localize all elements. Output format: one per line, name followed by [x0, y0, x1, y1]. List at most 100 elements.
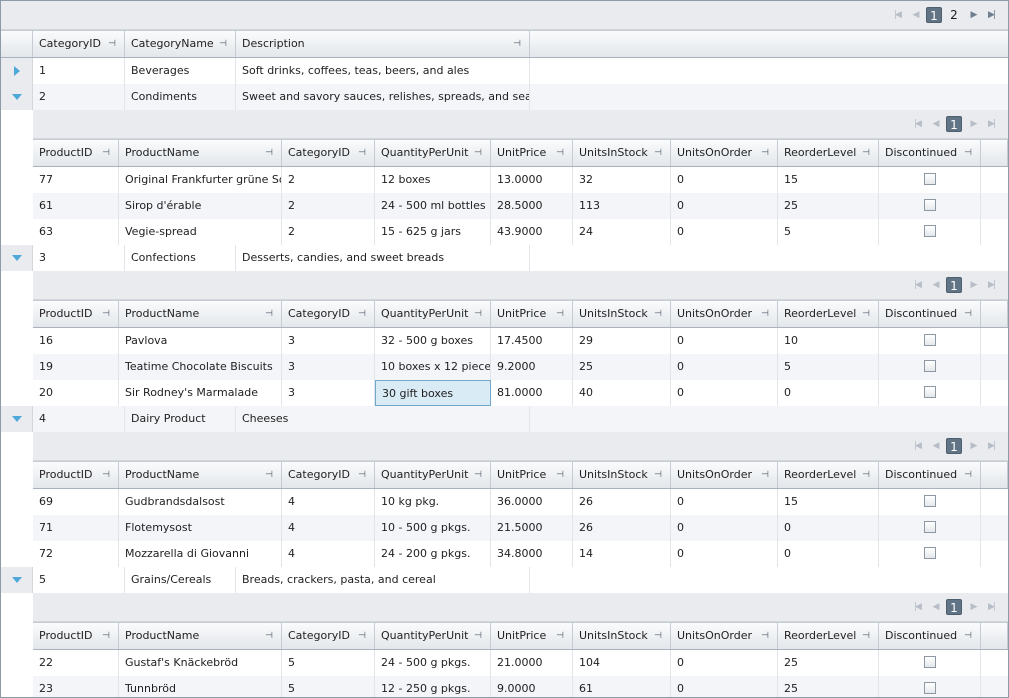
product-categoryid-cell[interactable]: 3 [282, 328, 375, 354]
product-unitprice-cell[interactable]: 17.4500 [491, 328, 573, 354]
column-header-discontinued[interactable]: Discontinued ⊣ [879, 140, 981, 166]
product-unitprice-cell[interactable]: 36.0000 [491, 489, 573, 515]
discontinued-checkbox[interactable] [924, 360, 936, 372]
product-unitprice-cell[interactable]: 9.2000 [491, 354, 573, 380]
category-name-cell[interactable]: Beverages [125, 58, 236, 84]
column-header-unitsonorder[interactable]: UnitsOnOrder ⊣ [671, 140, 778, 166]
product-productname-cell[interactable]: Gustaf's Knäckebröd [119, 650, 282, 676]
next-page-icon[interactable]: ▶ [970, 441, 978, 451]
product-quantityperunit-cell[interactable]: 15 - 625 g jars [375, 219, 491, 245]
product-unitsonorder-cell[interactable]: 0 [671, 354, 778, 380]
product-reorderlevel-cell[interactable]: 0 [778, 541, 879, 567]
prev-page-icon[interactable]: ◀ [912, 10, 920, 20]
product-quantityperunit-cell[interactable]: 30 gift boxes [375, 380, 491, 406]
expand-toggle[interactable] [1, 58, 33, 84]
collapse-toggle[interactable] [1, 406, 33, 432]
pin-icon[interactable]: ⊣ [474, 470, 482, 480]
category-name-cell[interactable]: Confections [125, 245, 236, 271]
column-header-discontinued[interactable]: Discontinued ⊣ [879, 462, 981, 488]
page-number-1[interactable]: 1 [946, 116, 962, 132]
product-unitprice-cell[interactable]: 34.8000 [491, 541, 573, 567]
pin-icon[interactable]: ⊣ [358, 309, 366, 319]
first-page-icon[interactable]: |◀ [914, 602, 922, 612]
pin-icon[interactable]: ⊣ [654, 470, 662, 480]
product-unitsinstock-cell[interactable]: 40 [573, 380, 671, 406]
column-header-reorderlevel[interactable]: ReorderLevel ⊣ [778, 623, 879, 649]
column-header-categoryname[interactable]: CategoryName ⊣ [125, 31, 236, 57]
product-productid-cell[interactable]: 16 [33, 328, 119, 354]
product-discontinued-cell[interactable] [879, 219, 981, 245]
product-categoryid-cell[interactable]: 2 [282, 193, 375, 219]
pin-icon[interactable]: ⊣ [862, 631, 870, 641]
prev-page-icon[interactable]: ◀ [932, 119, 940, 129]
pin-icon[interactable]: ⊣ [474, 309, 482, 319]
product-reorderlevel-cell[interactable]: 15 [778, 167, 879, 193]
product-categoryid-cell[interactable]: 3 [282, 354, 375, 380]
pin-icon[interactable]: ⊣ [761, 148, 769, 158]
product-row[interactable]: 22 Gustaf's Knäckebröd 5 24 - 500 g pkgs. 21… [1, 650, 1008, 676]
category-row[interactable]: 3 Confections Desserts, candies, and sweet… [1, 245, 1008, 271]
product-categoryid-cell[interactable]: 4 [282, 541, 375, 567]
product-unitsonorder-cell[interactable]: 0 [671, 193, 778, 219]
collapse-toggle[interactable] [1, 245, 33, 271]
pin-icon[interactable]: ⊣ [358, 631, 366, 641]
product-unitsonorder-cell[interactable]: 0 [671, 676, 778, 697]
pin-icon[interactable]: ⊣ [513, 39, 521, 49]
column-header-productid[interactable]: ProductID ⊣ [33, 301, 119, 327]
category-id-cell[interactable]: 5 [33, 567, 125, 593]
product-productname-cell[interactable]: Pavlova [119, 328, 282, 354]
pin-icon[interactable]: ⊣ [761, 470, 769, 480]
column-header-unitsinstock[interactable]: UnitsInStock ⊣ [573, 140, 671, 166]
pin-icon[interactable]: ⊣ [556, 470, 564, 480]
column-header-description[interactable]: Description ⊣ [236, 31, 530, 57]
discontinued-checkbox[interactable] [924, 495, 936, 507]
product-productid-cell[interactable]: 63 [33, 219, 119, 245]
prev-page-icon[interactable]: ◀ [932, 602, 940, 612]
product-productname-cell[interactable]: Sirop d'érable [119, 193, 282, 219]
product-row[interactable]: 63 Vegie-spread 2 15 - 625 g jars 43.9000 24 0… [1, 219, 1008, 245]
column-header-productid[interactable]: ProductID ⊣ [33, 140, 119, 166]
first-page-icon[interactable]: |◀ [914, 119, 922, 129]
discontinued-checkbox[interactable] [924, 682, 936, 694]
product-reorderlevel-cell[interactable]: 10 [778, 328, 879, 354]
product-row[interactable]: 77 Original Frankfurter grüne Soße 2 12 box… [1, 167, 1008, 193]
product-productname-cell[interactable]: Flotemysost [119, 515, 282, 541]
next-page-icon[interactable]: ▶ [970, 119, 978, 129]
pin-icon[interactable]: ⊣ [358, 470, 366, 480]
prev-page-icon[interactable]: ◀ [932, 441, 940, 451]
first-page-icon[interactable]: |◀ [914, 441, 922, 451]
discontinued-checkbox[interactable] [924, 547, 936, 559]
category-name-cell[interactable]: Condiments [125, 84, 236, 110]
pin-icon[interactable]: ⊣ [654, 631, 662, 641]
product-row[interactable]: 16 Pavlova 3 32 - 500 g boxes 17.4500 29 0 10 [1, 328, 1008, 354]
column-header-unitsinstock[interactable]: UnitsInStock ⊣ [573, 462, 671, 488]
product-unitprice-cell[interactable]: 21.5000 [491, 515, 573, 541]
product-reorderlevel-cell[interactable]: 15 [778, 489, 879, 515]
first-page-icon[interactable]: |◀ [914, 280, 922, 290]
product-row[interactable]: 69 Gudbrandsdalsost 4 10 kg pkg. 36.0000 26 0 1… [1, 489, 1008, 515]
product-productid-cell[interactable]: 72 [33, 541, 119, 567]
product-quantityperunit-cell[interactable]: 32 - 500 g boxes [375, 328, 491, 354]
product-productname-cell[interactable]: Tunnbröd [119, 676, 282, 697]
category-id-cell[interactable]: 3 [33, 245, 125, 271]
column-header-discontinued[interactable]: Discontinued ⊣ [879, 301, 981, 327]
column-header-unitprice[interactable]: UnitPrice ⊣ [491, 462, 573, 488]
product-productid-cell[interactable]: 77 [33, 167, 119, 193]
pin-icon[interactable]: ⊣ [964, 148, 972, 158]
product-unitsonorder-cell[interactable]: 0 [671, 219, 778, 245]
product-productid-cell[interactable]: 20 [33, 380, 119, 406]
product-quantityperunit-cell[interactable]: 10 boxes x 12 pieces [375, 354, 491, 380]
product-discontinued-cell[interactable] [879, 650, 981, 676]
pin-icon[interactable]: ⊣ [219, 39, 227, 49]
column-header-unitsonorder[interactable]: UnitsOnOrder ⊣ [671, 462, 778, 488]
pin-icon[interactable]: ⊣ [761, 309, 769, 319]
product-categoryid-cell[interactable]: 5 [282, 676, 375, 697]
product-unitsinstock-cell[interactable]: 26 [573, 489, 671, 515]
product-unitsonorder-cell[interactable]: 0 [671, 489, 778, 515]
product-discontinued-cell[interactable] [879, 489, 981, 515]
column-header-quantityperunit[interactable]: QuantityPerUnit ⊣ [375, 140, 491, 166]
product-unitsonorder-cell[interactable]: 0 [671, 380, 778, 406]
pin-icon[interactable]: ⊣ [654, 148, 662, 158]
page-number-1[interactable]: 1 [926, 7, 942, 23]
page-number-2[interactable]: 2 [950, 8, 958, 22]
